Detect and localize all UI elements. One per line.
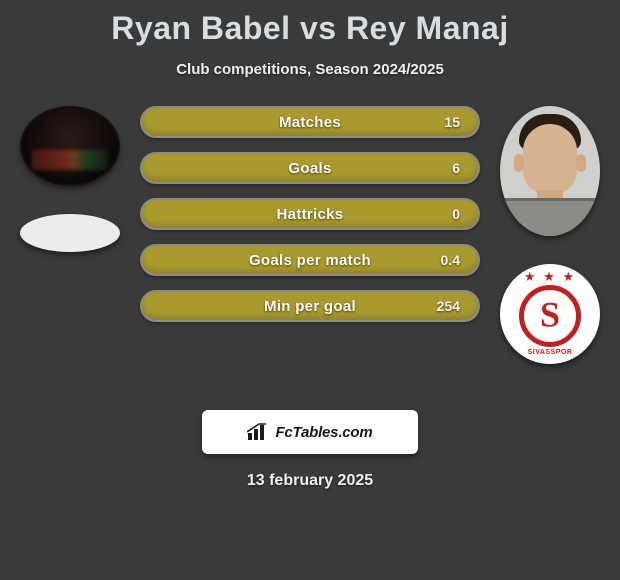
stat-row-min-per-goal: Min per goal 254 <box>140 290 480 322</box>
comparison-arena: Matches 15 Goals 6 Hattricks 0 Goals per… <box>0 106 620 386</box>
left-player-avatar <box>20 106 120 186</box>
stat-row-hattricks: Hattricks 0 <box>140 198 480 230</box>
left-club-badge-placeholder <box>20 214 120 252</box>
stat-label: Goals per match <box>249 252 371 269</box>
subtitle: Club competitions, Season 2024/2025 <box>0 61 620 78</box>
stat-row-goals: Goals 6 <box>140 152 480 184</box>
bar-chart-icon <box>247 423 269 441</box>
stat-row-matches: Matches 15 <box>140 106 480 138</box>
stat-label: Matches <box>279 114 341 131</box>
stat-value-right: 0 <box>452 206 460 222</box>
stat-value-right: 0.4 <box>441 252 460 268</box>
right-club-badge: ★ ★ ★ S SIVASSPOR <box>500 264 600 364</box>
stat-label: Min per goal <box>264 298 356 315</box>
star-icon: ★ ★ ★ <box>511 269 589 285</box>
brand-card: FcTables.com <box>202 410 418 454</box>
stat-row-goals-per-match: Goals per match 0.4 <box>140 244 480 276</box>
date-label: 13 february 2025 <box>0 472 620 490</box>
stat-value-right: 254 <box>437 298 460 314</box>
stat-value-right: 6 <box>452 160 460 176</box>
left-player-column <box>10 106 130 252</box>
right-player-avatar <box>500 106 600 236</box>
stat-value-right: 15 <box>444 114 460 130</box>
brand-text: FcTables.com <box>275 424 372 441</box>
stat-label: Hattricks <box>277 206 344 223</box>
page-title: Ryan Babel vs Rey Manaj <box>0 0 620 47</box>
club-badge-label: SIVASSPOR <box>511 349 589 356</box>
stat-rows: Matches 15 Goals 6 Hattricks 0 Goals per… <box>140 106 480 322</box>
right-player-column: ★ ★ ★ S SIVASSPOR <box>490 106 610 364</box>
stat-label: Goals <box>288 160 331 177</box>
